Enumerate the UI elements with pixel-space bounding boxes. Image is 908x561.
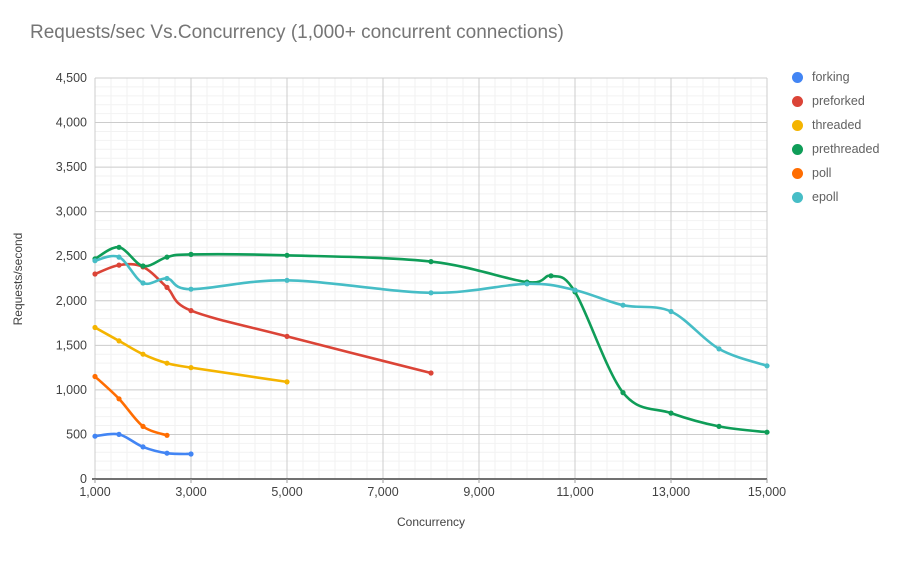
major-gridlines [94,77,768,479]
data-point-forking [140,444,146,450]
series-line-prethreaded [93,245,769,434]
data-point-preforked [164,284,170,290]
legend-label: threaded [812,118,862,132]
data-point-prethreaded [164,254,170,260]
series-epoll [92,254,770,369]
data-point-threaded [164,360,170,366]
legend-color-dot [792,191,803,203]
data-point-epoll [572,287,578,293]
data-point-epoll [668,308,674,315]
data-point-preforked [428,370,434,376]
data-point-threaded [116,338,122,344]
data-point-forking [188,451,194,457]
data-point-prethreaded [428,259,434,265]
x-tick-label: 15,000 [748,485,786,499]
data-point-epoll [716,346,722,352]
y-tick-label: 1,000 [56,383,87,397]
data-point-prethreaded [548,273,554,279]
x-tick-label: 1,000 [79,485,110,499]
y-tick-label: 0 [80,472,87,486]
data-point-poll [140,423,146,429]
data-point-preforked [284,333,290,339]
data-point-epoll [284,277,290,283]
legend-label: forking [812,70,850,84]
x-tick-label: 11,000 [556,485,593,499]
data-point-epoll [164,275,170,282]
data-point-epoll [92,258,98,264]
data-point-prethreaded [140,263,146,269]
data-point-threaded [140,351,146,357]
legend-item-prethreaded[interactable]: prethreaded [792,142,879,156]
legend-label: poll [812,166,832,180]
legend-color-dot [792,71,803,83]
data-point-threaded [188,365,194,371]
legend-label: prethreaded [812,142,880,156]
legend-item-epoll[interactable]: epoll [792,190,879,204]
chart-title: Requests/sec Vs.Concurrency (1,000+ conc… [30,22,564,43]
data-point-poll [116,396,122,402]
data-point-prethreaded [188,251,194,257]
y-tick-label: 3,000 [56,205,87,219]
y-tick-label: 2,000 [56,294,87,308]
legend-label: preforked [812,94,865,108]
data-point-poll [164,432,170,438]
legend-color-dot [792,119,803,131]
data-point-prethreaded [284,252,290,258]
x-axis-tick-labels: 1,000 3,000 5,000 7,000 9,000 11,000 13,000 15,… [79,485,786,499]
data-point-epoll [524,281,530,287]
y-axis-title: Requests/second [11,232,25,326]
data-point-epoll [764,363,770,369]
data-point-poll [92,373,98,380]
legend: forking preforked threaded prethreaded poll e… [792,70,879,204]
data-point-forking [116,431,122,437]
data-point-threaded [284,379,290,385]
data-point-epoll [188,286,194,292]
data-point-prethreaded [716,423,722,429]
series-prethreaded [92,244,770,435]
data-point-forking [92,433,98,439]
y-tick-label: 4,000 [56,116,87,130]
data-point-prethreaded [116,244,122,250]
series-poll [92,373,170,438]
data-point-epoll [140,280,146,286]
y-axis-tick-labels: 0 500 1,000 1,500 2,000 2,500 3,000 3,500 4,000 4… [56,71,87,486]
data-point-prethreaded [620,390,626,396]
data-point-prethreaded [668,410,674,416]
x-axis-title: Concurrency [396,515,466,529]
x-tick-label: 5,000 [271,485,302,499]
data-point-epoll [620,302,626,308]
data-point-preforked [188,308,194,314]
y-tick-label: 500 [66,427,87,441]
data-point-prethreaded [764,429,770,435]
legend-item-threaded[interactable]: threaded [792,118,879,132]
legend-color-dot [792,95,803,107]
x-tick-label: 9,000 [463,485,494,499]
legend-item-poll[interactable]: poll [792,166,879,180]
y-tick-label: 3,500 [56,160,87,174]
series-line-poll [93,375,169,437]
x-tick-label: 13,000 [652,485,690,499]
x-tick-label: 7,000 [367,485,398,499]
x-axis-baseline [92,478,768,483]
series-threaded [92,324,290,385]
y-tick-label: 2,500 [56,249,87,263]
data-point-epoll [116,254,122,260]
legend-color-dot [792,143,803,155]
series-forking [92,431,194,457]
data-point-threaded [92,324,98,331]
data-point-preforked [116,262,122,268]
x-tick-label: 3,000 [175,485,206,499]
legend-item-preforked[interactable]: preforked [792,94,879,108]
y-tick-label: 1,500 [56,338,87,352]
legend-item-forking[interactable]: forking [792,70,879,84]
legend-label: epoll [812,190,839,204]
data-point-epoll [428,290,434,296]
y-tick-label: 4,500 [56,71,87,85]
data-point-preforked [92,271,98,277]
minor-gridlines [94,77,768,480]
data-point-forking [164,450,170,456]
legend-color-dot [792,167,803,179]
